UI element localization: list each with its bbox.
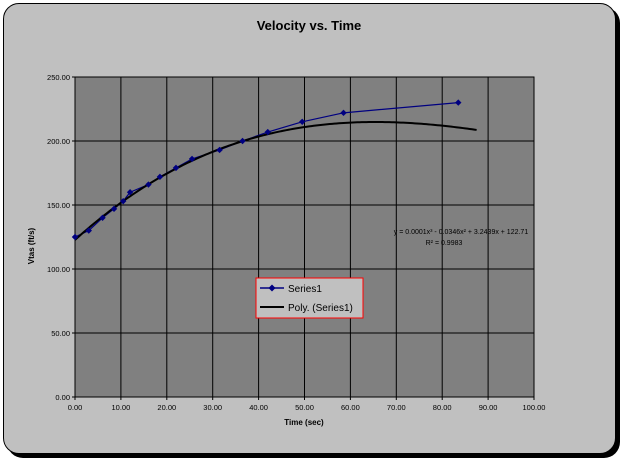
x-tick-label: 10.00 — [112, 403, 131, 412]
legend-trend-label: Poly. (Series1) — [288, 303, 353, 314]
chart-area: Velocity vs. Time 0.00 50.00 100.00 150.00 2… — [3, 3, 616, 454]
x-tick-label: 80.00 — [433, 403, 452, 412]
legend-series1-label: Series1 — [288, 284, 322, 295]
y-tick-label: 100.00 — [47, 265, 70, 274]
data-point-marker — [85, 227, 92, 234]
data-point-marker — [99, 214, 106, 221]
data-point-marker — [340, 109, 347, 117]
x-tick-label: 100.00 — [523, 403, 546, 412]
chart-svg: Velocity vs. Time 0.00 50.00 100.00 150.00 2… — [27, 18, 546, 427]
x-tick-label: 0.00 — [68, 403, 83, 412]
data-point-marker — [110, 205, 118, 213]
data-point-marker — [239, 137, 246, 145]
legend: Series1 Poly. (Series1) — [255, 277, 364, 319]
x-tick-label: 90.00 — [479, 403, 498, 412]
x-tick-label: 60.00 — [341, 403, 360, 412]
data-point-marker — [264, 128, 271, 136]
legend-series1-marker — [268, 284, 276, 292]
y-tick-label: 200.00 — [47, 137, 70, 146]
y-tick-label: 50.00 — [51, 329, 70, 338]
data-point-marker — [455, 99, 462, 106]
legend-box — [255, 277, 364, 319]
data-point-marker — [126, 189, 134, 196]
data-point-marker — [156, 173, 164, 181]
y-tick-label: 150.00 — [47, 201, 70, 210]
trendline — [74, 120, 477, 241]
data-point-marker — [145, 181, 152, 188]
trendline-equation: y = 0.0001x³ - 0.0346x² + 3.2439x + 122.… — [394, 229, 529, 236]
y-tick-labels: 0.00 50.00 100.00 150.00 200.00 250.00 — [47, 73, 70, 402]
x-tick-label: 70.00 — [387, 403, 406, 412]
gridlines — [72, 76, 535, 400]
chart-title: Velocity vs. Time — [257, 18, 362, 33]
x-tick-label: 30.00 — [203, 403, 222, 412]
data-point-marker — [172, 164, 180, 172]
data-point-marker — [299, 118, 306, 125]
y-tick-label: 250.00 — [47, 73, 70, 82]
series1-markers — [71, 99, 462, 241]
trendline-curve — [74, 120, 477, 241]
y-axis-title: Vtas (ft/s) — [27, 227, 36, 264]
x-tick-label: 20.00 — [157, 403, 176, 412]
data-point-marker — [216, 146, 223, 154]
x-tick-labels: 0.00 10.00 20.00 30.00 40.00 50.00 60.00 70.00 8… — [68, 403, 546, 412]
x-axis-title: Time (sec) — [284, 418, 324, 427]
x-tick-label: 40.00 — [249, 403, 268, 412]
r-squared-label: R² = 0.9983 — [426, 240, 463, 247]
y-tick-label: 0.00 — [55, 393, 70, 402]
data-point-marker — [188, 155, 196, 163]
data-point-marker — [119, 197, 127, 205]
x-tick-label: 50.00 — [295, 403, 314, 412]
data-point-marker — [71, 233, 79, 241]
